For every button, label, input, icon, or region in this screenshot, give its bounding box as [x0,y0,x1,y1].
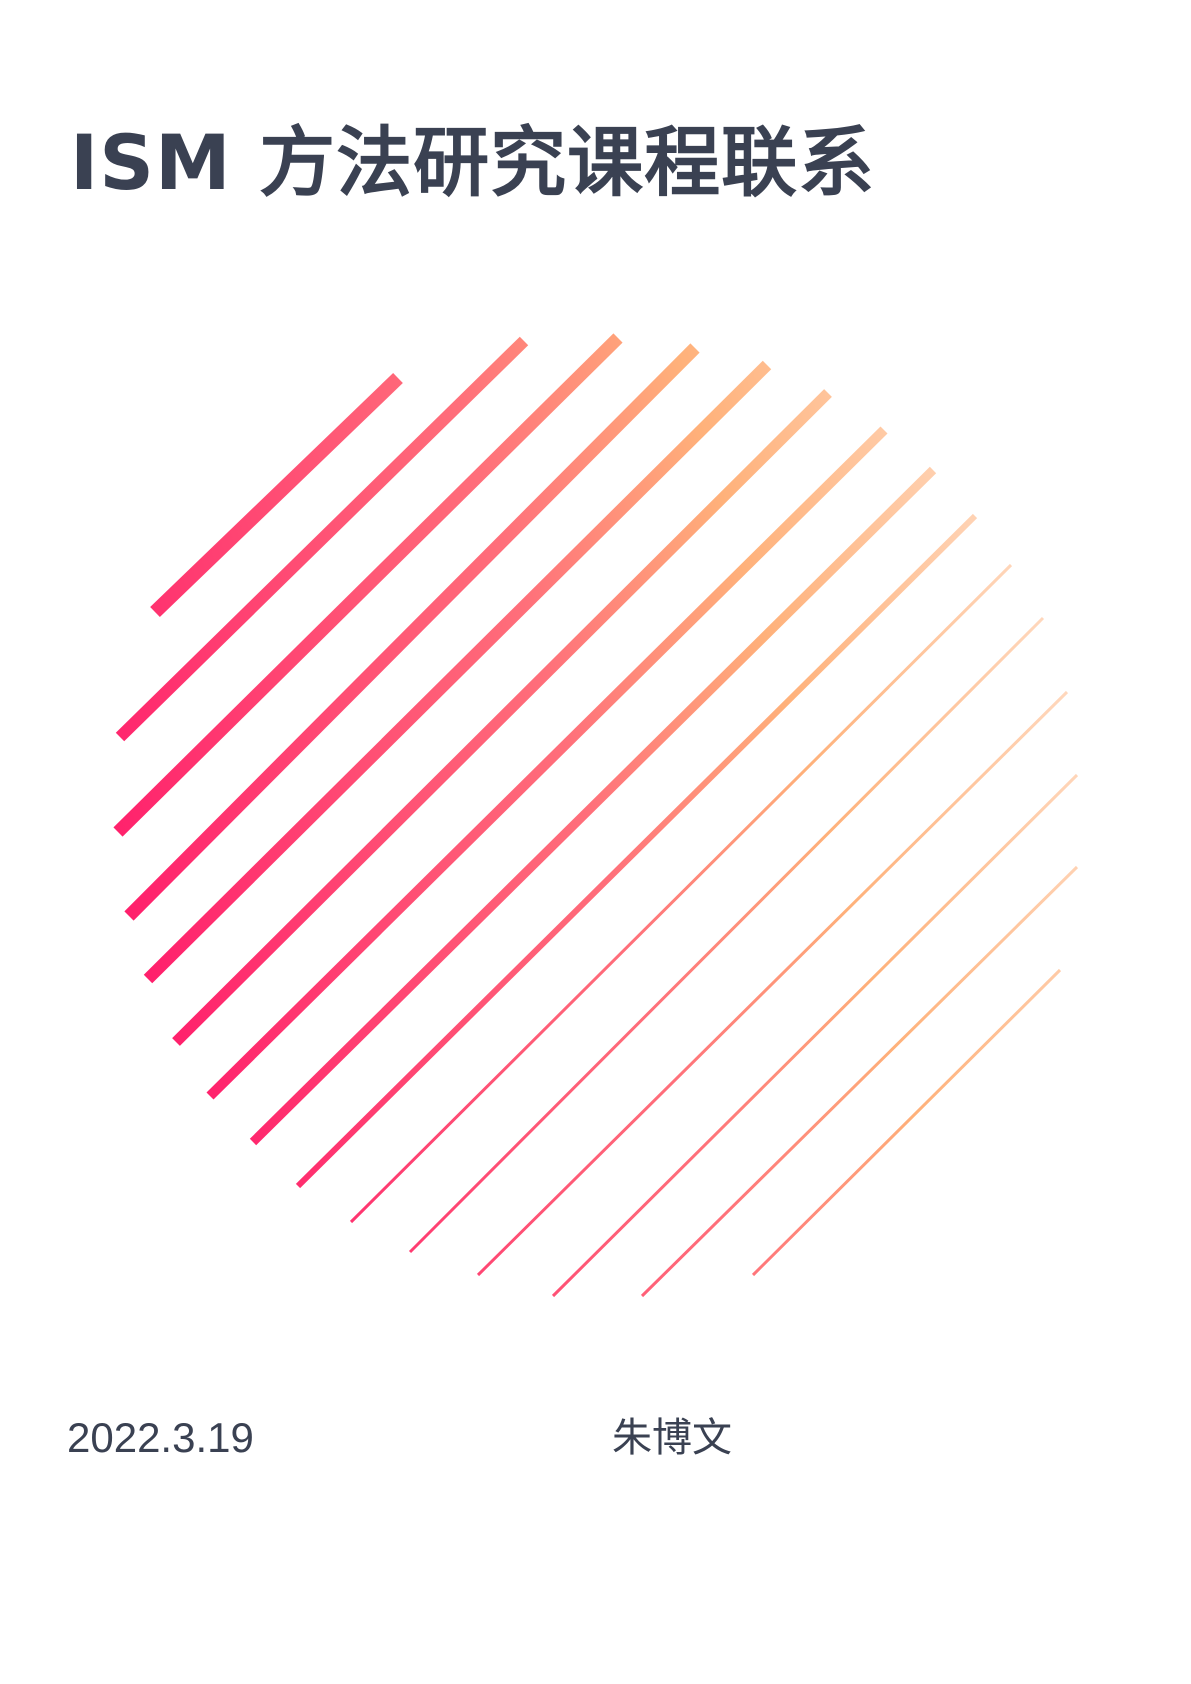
stripe-6 [172,389,832,1046]
stripe-5 [143,360,772,984]
stripe-7 [206,426,888,1100]
author-name: 朱博文 [612,1415,732,1461]
stripe-8 [249,466,937,1146]
stripe-15 [751,968,1062,1277]
stripe-13 [551,773,1079,1298]
stripe-12 [476,690,1069,1277]
diagonal-stripes [113,333,1079,1298]
stripe-4 [124,343,700,921]
stripe-14 [640,865,1079,1298]
stripe-10 [349,563,1013,1224]
stripe-1 [150,372,403,618]
stripe-3 [113,333,623,837]
stripe-11 [408,616,1045,1254]
date-text: 2022.3.19 [67,1414,254,1461]
stripe-9 [295,513,978,1189]
page-title: ISM 方法研究课程联系 [70,118,876,207]
stripe-2 [115,336,529,742]
